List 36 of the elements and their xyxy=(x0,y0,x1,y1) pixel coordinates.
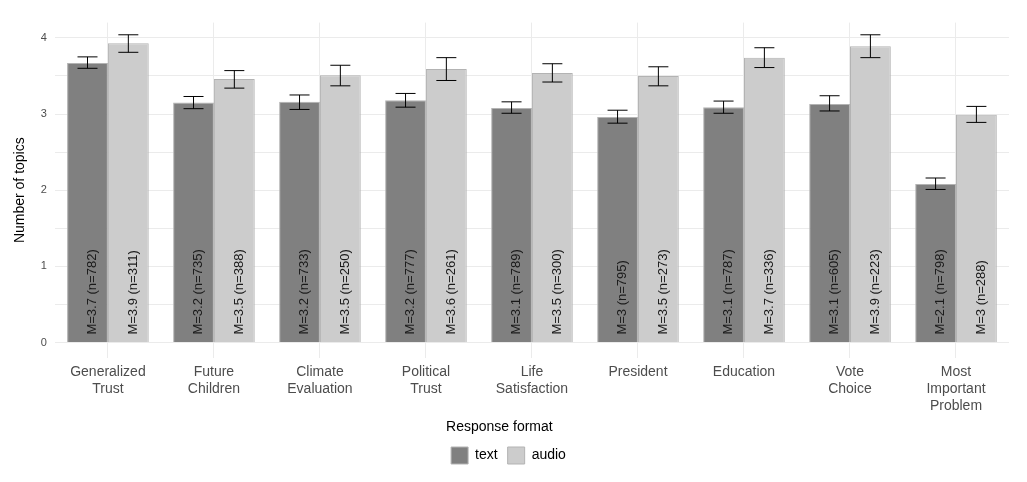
data-label: M=3.2 (n=735) xyxy=(190,249,206,335)
x-tick-label: Most Important Problem xyxy=(926,363,986,413)
data-label: M=3.9 (n=223) xyxy=(866,249,882,335)
y-tick-label: 1 xyxy=(40,259,47,272)
y-axis-title: Number of topics xyxy=(11,137,28,244)
x-tick-label: Climate Evaluation xyxy=(287,363,353,396)
data-label: M=3 (n=795) xyxy=(614,260,630,335)
data-label: M=3.7 (n=782) xyxy=(84,249,100,335)
data-label: M=3 (n=288) xyxy=(972,260,988,335)
data-label: M=2.1 (n=798) xyxy=(932,249,948,335)
y-tick-label: 2 xyxy=(40,183,47,196)
legend-title: Response format xyxy=(446,418,553,435)
data-label: M=3.6 (n=261) xyxy=(442,249,458,335)
data-label: M=3.2 (n=733) xyxy=(296,249,312,335)
data-label: M=3.1 (n=605) xyxy=(826,249,842,335)
y-tick-label: 0 xyxy=(40,335,47,348)
data-label: M=3.5 (n=250) xyxy=(336,249,352,335)
x-tick-label: Vote Choice xyxy=(828,363,872,396)
data-label: M=3.5 (n=300) xyxy=(548,249,564,335)
data-label: M=3.9 (n=311) xyxy=(124,250,140,335)
x-tick-label: Future Children xyxy=(187,363,240,396)
legend-label: text xyxy=(475,446,498,463)
x-tick-label: Political Trust xyxy=(401,363,451,396)
data-label: M=3.2 (n=777) xyxy=(402,249,418,335)
y-tick-label: 3 xyxy=(40,107,47,120)
x-tick-label: President xyxy=(608,363,668,380)
legend-label: audio xyxy=(531,446,567,463)
x-tick-label: Life Satisfaction xyxy=(495,363,569,396)
data-label: M=3.1 (n=787) xyxy=(720,249,736,335)
data-label: M=3.1 (n=789) xyxy=(508,249,524,335)
data-label: M=3.7 (n=336) xyxy=(760,249,776,335)
y-tick-label: 4 xyxy=(40,30,47,43)
x-tick-label: Generalized Trust xyxy=(70,363,146,396)
data-label: M=3.5 (n=273) xyxy=(654,249,670,335)
x-tick-label: Education xyxy=(712,363,776,380)
data-label: M=3.5 (n=388) xyxy=(230,249,246,335)
